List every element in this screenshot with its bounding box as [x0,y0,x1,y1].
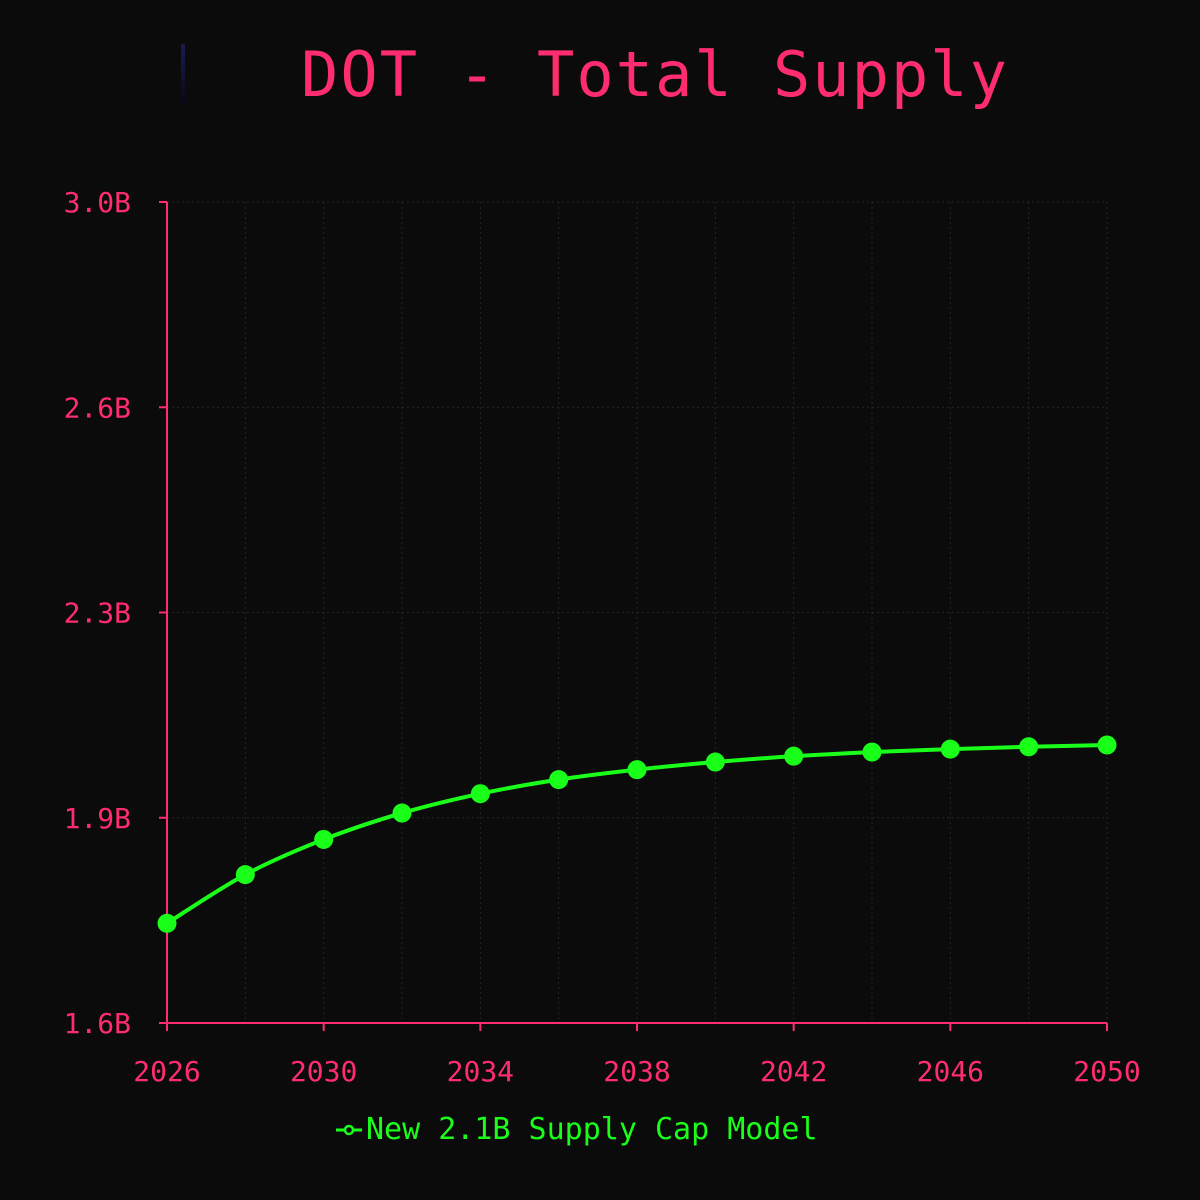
grid-layer [167,201,1108,1023]
x-tick-label: 2050 [1073,1055,1140,1088]
y-tick-label: 1.9B [64,802,131,835]
decorative-mark [181,44,185,104]
y-tick-label: 3.0B [64,186,131,219]
legend[interactable]: New 2.1B Supply Cap Model [336,1112,818,1147]
x-tick-label: 2030 [290,1055,357,1088]
data-point [705,752,725,772]
x-tick-label: 2026 [133,1055,200,1088]
y-tick-label: 1.6B [64,1007,131,1040]
data-point [392,803,412,823]
legend-label: New 2.1B Supply Cap Model [366,1112,818,1147]
data-point [1097,735,1117,755]
chart-title: DOT - Total Supply [301,38,1009,111]
series-layer [157,735,1117,933]
data-point [314,829,334,849]
y-tick-label: 2.3B [64,597,131,630]
data-point [235,865,255,885]
x-tick-label: 2046 [917,1055,984,1088]
x-tick-label: 2042 [760,1055,827,1088]
ticks-layer: 1.6B 1.9B 2.3B 2.6B 3.0B 2026 2030 2034 2038 2042… [64,186,1141,1088]
data-point [862,742,882,762]
data-point [470,784,490,804]
data-point [940,739,960,759]
x-tick-label: 2034 [447,1055,514,1088]
data-point [157,913,177,933]
data-point [784,746,804,766]
data-point [627,760,647,780]
legend-swatch-icon [336,1124,362,1135]
y-tick-label: 2.6B [64,391,131,424]
data-point [1019,737,1039,757]
data-point [549,770,569,790]
x-tick-label: 2038 [603,1055,670,1088]
